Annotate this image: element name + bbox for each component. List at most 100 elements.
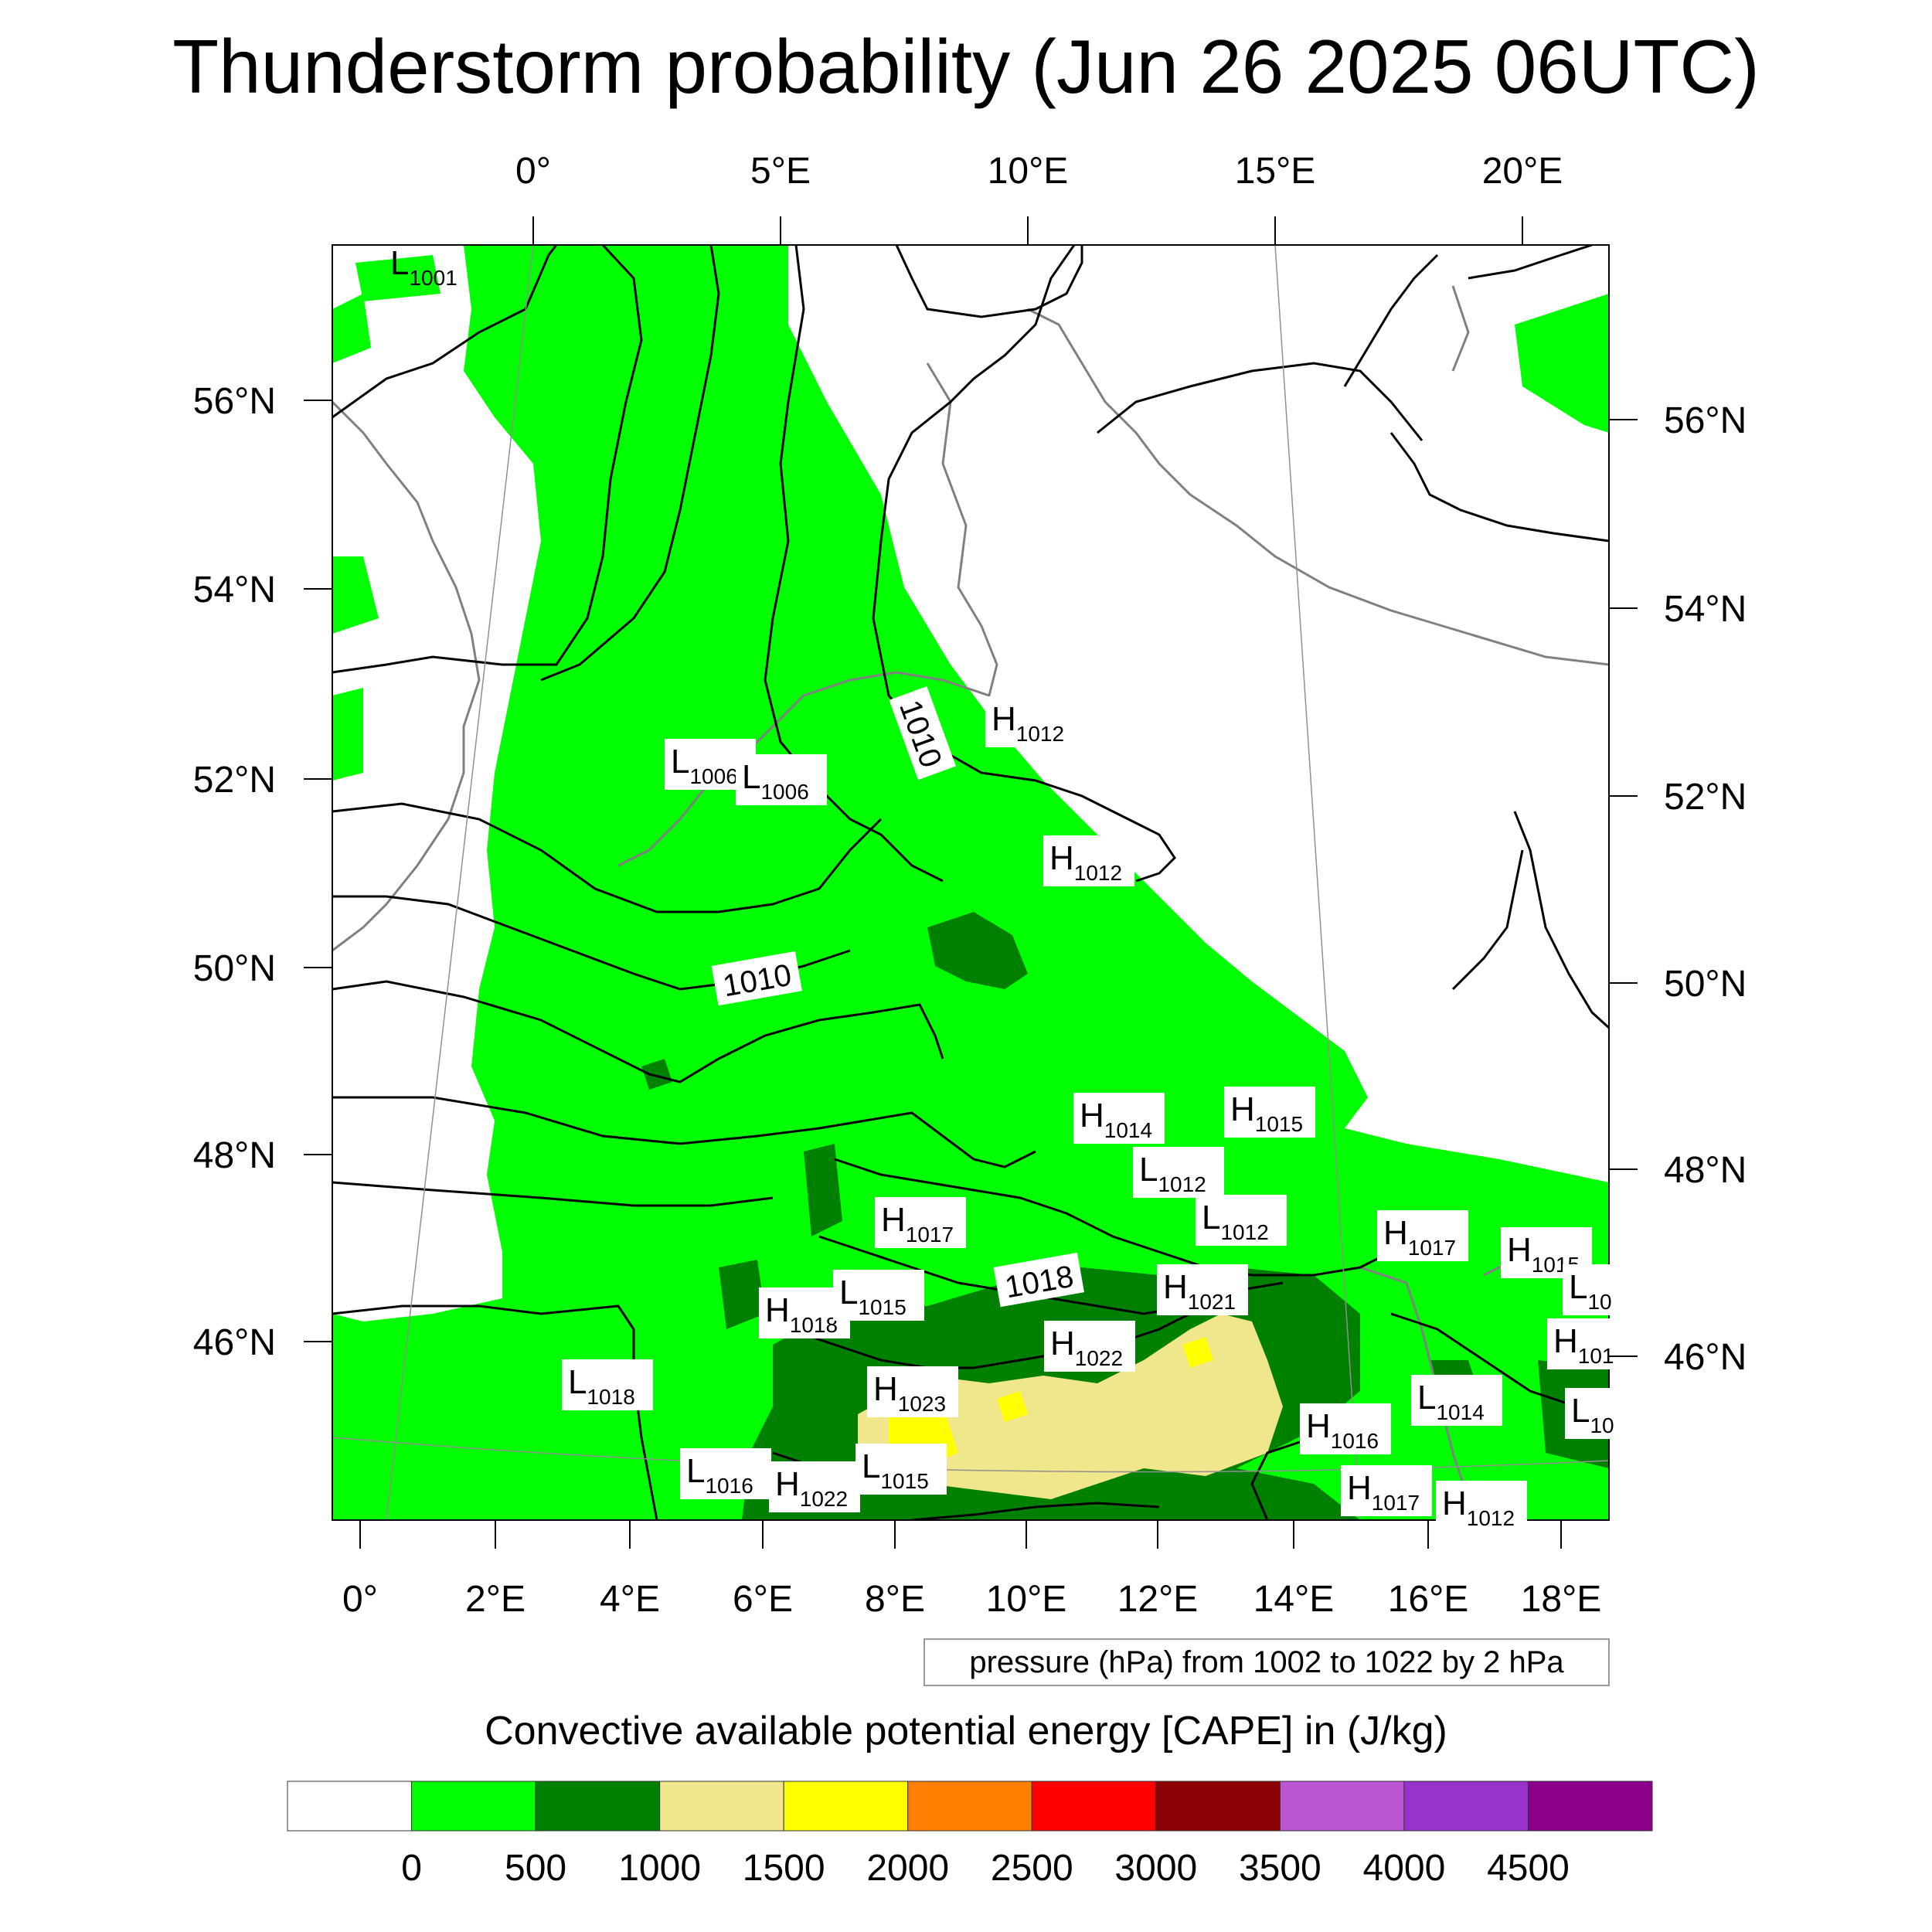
high-pressure-label: H1017: [1377, 1210, 1468, 1261]
high-pressure-label: H1014: [1073, 1093, 1165, 1144]
svg-text:H1018: H1018: [765, 1291, 838, 1337]
svg-text:H1015: H1015: [1230, 1090, 1303, 1136]
colorbar-swatch: [1279, 1781, 1405, 1832]
top-lon-label: 15°E: [1235, 151, 1316, 192]
bottom-lon-label: 4°E: [600, 1579, 660, 1620]
colorbar-title: Convective available potential energy [C…: [485, 1709, 1447, 1753]
map-area: [332, 245, 1609, 1520]
right-lat-label: 54°N: [1664, 589, 1747, 630]
high-pressure-label: H1022: [769, 1461, 860, 1512]
left-lat-label: 48°N: [193, 1135, 276, 1176]
svg-text:H1022: H1022: [1050, 1325, 1123, 1370]
svg-text:L1014: L1014: [1417, 1379, 1485, 1424]
pressure-info-box: pressure (hPa) from 1002 to 1022 by 2 hP…: [923, 1638, 1610, 1686]
low-pressure-label: L1012: [1196, 1195, 1287, 1246]
svg-text:L1001: L1001: [390, 244, 457, 290]
top-lon-label: 20°E: [1482, 151, 1563, 192]
map-title: Thunderstorm probability (Jun 26 2025 06…: [172, 24, 1760, 109]
svg-text:H101: H101: [1553, 1322, 1614, 1368]
svg-text:H1017: H1017: [1347, 1469, 1420, 1515]
svg-text:L1015: L1015: [839, 1274, 906, 1319]
bottom-lon-labels: 0° 2°E 4°E 6°E 8°E 10°E 12°E 14°E 16°E 1…: [342, 1579, 1601, 1620]
left-lat-label: 56°N: [193, 381, 276, 422]
svg-text:L10: L10: [1569, 1268, 1612, 1314]
colorbar-tick-label: 3500: [1239, 1848, 1321, 1889]
left-lat-label: 52°N: [193, 760, 276, 801]
bottom-lon-label: 0°: [342, 1579, 378, 1620]
pressure-centers: L1001 L1006 L1006 H1012 H1012 H1014 H1015 L1012…: [390, 244, 1630, 1532]
low-pressure-label: L10: [1565, 1388, 1630, 1439]
top-lon-labels: 0° 5°E 10°E 15°E 20°E: [515, 151, 1563, 192]
bottom-lon-label: 8°E: [865, 1579, 925, 1620]
colorbar-swatch: [1031, 1781, 1157, 1832]
bottom-lon-label: 2°E: [465, 1579, 526, 1620]
low-pressure-label: L1012: [1133, 1147, 1224, 1198]
colorbar-swatch: [1527, 1781, 1653, 1832]
colorbar-swatch: [659, 1781, 784, 1832]
colorbar-tick-label: 1000: [618, 1848, 701, 1889]
low-pressure-label: L1015: [855, 1444, 947, 1495]
bottom-lon-label: 12°E: [1117, 1579, 1199, 1620]
bottom-lon-label: 18°E: [1521, 1579, 1602, 1620]
svg-text:H1017: H1017: [1383, 1214, 1456, 1260]
svg-text:H1022: H1022: [775, 1465, 848, 1511]
right-lat-label: 52°N: [1664, 777, 1747, 818]
high-pressure-label: H1012: [1436, 1481, 1527, 1532]
svg-text:L1015: L1015: [862, 1447, 929, 1493]
low-pressure-label: L1001: [390, 244, 457, 290]
colorbar-tick-label: 4000: [1363, 1848, 1446, 1889]
svg-text:L1012: L1012: [1139, 1151, 1206, 1196]
bottom-lon-label: 10°E: [986, 1579, 1067, 1620]
svg-text:L1006: L1006: [742, 758, 809, 804]
right-lat-label: 48°N: [1664, 1150, 1747, 1191]
low-pressure-label: L1018: [562, 1359, 653, 1410]
map-frame: [332, 244, 1610, 1521]
svg-text:L1018: L1018: [568, 1363, 635, 1409]
right-lat-labels: 56°N 54°N 52°N 50°N 48°N 46°N: [1664, 400, 1747, 1378]
bottom-lon-label: 16°E: [1388, 1579, 1469, 1620]
svg-text:L1016: L1016: [686, 1452, 753, 1498]
low-pressure-label: L1006: [736, 754, 827, 805]
colorbar-swatch: [287, 1781, 413, 1832]
svg-text:H1012: H1012: [1049, 839, 1122, 885]
colorbar-tick-label: 2500: [991, 1848, 1073, 1889]
colorbar-tick-label: 0: [401, 1848, 422, 1889]
axis-ticks: [304, 216, 1638, 1549]
high-pressure-label: H1015: [1224, 1087, 1315, 1138]
svg-text:L1006: L1006: [671, 743, 738, 788]
colorbar: 0 500 1000 1500 2000 2500 3000 3500 4000 4500: [287, 1781, 1653, 1889]
svg-text:H1016: H1016: [1306, 1407, 1379, 1453]
low-pressure-label: L10: [1563, 1264, 1628, 1315]
svg-text:H1023: H1023: [873, 1370, 946, 1416]
svg-text:L1012: L1012: [1202, 1199, 1269, 1244]
high-pressure-label: H1012: [985, 696, 1077, 747]
svg-text:H1021: H1021: [1163, 1268, 1236, 1314]
colorbar-tick-label: 3000: [1114, 1848, 1197, 1889]
right-lat-label: 50°N: [1664, 964, 1747, 1005]
bottom-lon-label: 6°E: [733, 1579, 793, 1620]
top-lon-label: 5°E: [750, 151, 811, 192]
svg-text:H1012: H1012: [1442, 1485, 1515, 1530]
high-pressure-label: H1017: [875, 1197, 966, 1248]
colorbar-swatch: [411, 1781, 536, 1832]
colorbar-swatch: [1155, 1781, 1281, 1832]
top-lon-label: 10°E: [988, 151, 1069, 192]
high-pressure-label: H1022: [1044, 1321, 1135, 1372]
cape-khaki-fill: [858, 1314, 1283, 1499]
high-pressure-label: H101: [1547, 1318, 1625, 1369]
svg-text:L10: L10: [1571, 1392, 1614, 1437]
svg-text:H1017: H1017: [881, 1201, 954, 1247]
colorbar-swatch: [1403, 1781, 1529, 1832]
bottom-lon-label: 14°E: [1253, 1579, 1335, 1620]
isobars: [332, 245, 1609, 1520]
right-lat-label: 56°N: [1664, 400, 1747, 441]
high-pressure-label: H1016: [1300, 1403, 1391, 1454]
top-lon-label: 0°: [515, 151, 551, 192]
low-pressure-label: L1014: [1411, 1375, 1502, 1426]
low-pressure-label: L1015: [833, 1270, 924, 1321]
cape-green-fill: [332, 245, 1609, 1520]
isobar-value-label: 1018: [993, 1252, 1084, 1308]
colorbar-swatch: [907, 1781, 1032, 1832]
